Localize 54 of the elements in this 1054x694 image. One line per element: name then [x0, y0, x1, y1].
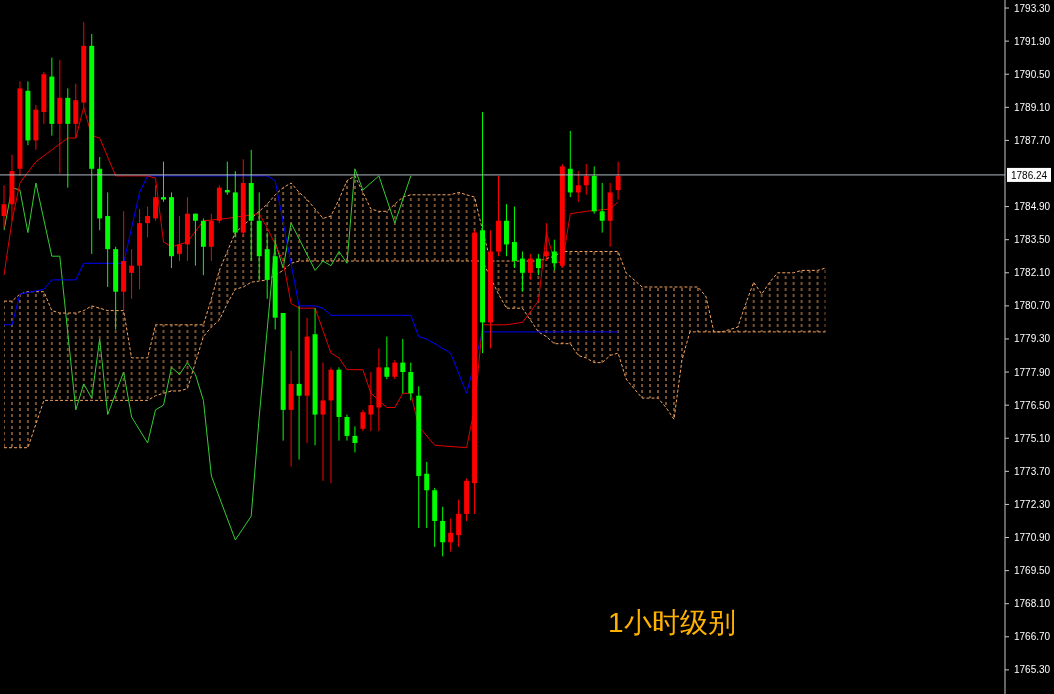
candlestick: [424, 461, 430, 529]
y-tick-label: 1791.90: [1014, 35, 1051, 47]
candlestick: [129, 248, 135, 300]
candlestick: [456, 499, 462, 548]
candlestick: [504, 203, 509, 257]
candlestick: [384, 336, 390, 380]
candlestick: [583, 163, 589, 196]
candlestick: [519, 251, 525, 293]
y-tick-label: 1768.10: [1014, 598, 1051, 610]
candlestick: [511, 206, 517, 269]
candlestick: [551, 239, 557, 271]
annotation: 1小时级别: [608, 607, 736, 638]
candlestick: [392, 359, 398, 380]
y-tick-label: 1776.50: [1014, 399, 1051, 411]
candlestick: [192, 213, 198, 267]
y-tick-label: 1770.90: [1014, 532, 1051, 544]
candlestick: [352, 425, 358, 453]
y-tick-label: 1784.90: [1014, 201, 1051, 213]
candlestick: [176, 215, 182, 262]
candlestick: [448, 518, 454, 553]
candlestick: [400, 338, 406, 394]
y-tick-label: 1789.10: [1014, 101, 1051, 113]
candlestick: [599, 182, 605, 234]
y-tick-label: 1793.30: [1014, 2, 1051, 14]
candlestick: [344, 414, 350, 442]
y-tick-label: 1766.70: [1014, 631, 1051, 643]
candlestick: [527, 253, 533, 281]
candlestick: [440, 506, 446, 557]
candlestick: [368, 371, 374, 432]
candlestick: [408, 362, 414, 401]
y-tick-label: 1765.30: [1014, 664, 1051, 676]
candlestick: [535, 253, 541, 276]
candlestick: [575, 170, 581, 203]
y-tick-label: 1779.30: [1014, 333, 1051, 345]
y-tick-label: 1783.50: [1014, 234, 1051, 246]
ref-line-label: 1786.24: [1011, 169, 1048, 181]
y-tick-label: 1777.90: [1014, 366, 1051, 378]
y-tick-label: 1790.50: [1014, 68, 1051, 80]
candlestick: [145, 206, 151, 238]
y-tick-label: 1772.30: [1014, 498, 1051, 510]
candlestick: [73, 83, 79, 139]
candlestick: [360, 409, 366, 432]
candlestick: [567, 130, 573, 198]
candlestick: [615, 161, 621, 200]
y-tick-label: 1782.10: [1014, 267, 1051, 279]
y-tick-label: 1775.10: [1014, 432, 1051, 444]
candlestick: [296, 305, 302, 461]
candlestick: [320, 362, 326, 482]
candlestick: [161, 161, 166, 203]
y-tick-label: 1773.70: [1014, 465, 1051, 477]
y-tick-label: 1787.70: [1014, 134, 1051, 146]
candlestick: [153, 184, 158, 222]
y-tick-label: 1780.70: [1014, 300, 1051, 312]
y-tick-label: 1769.50: [1014, 565, 1051, 577]
